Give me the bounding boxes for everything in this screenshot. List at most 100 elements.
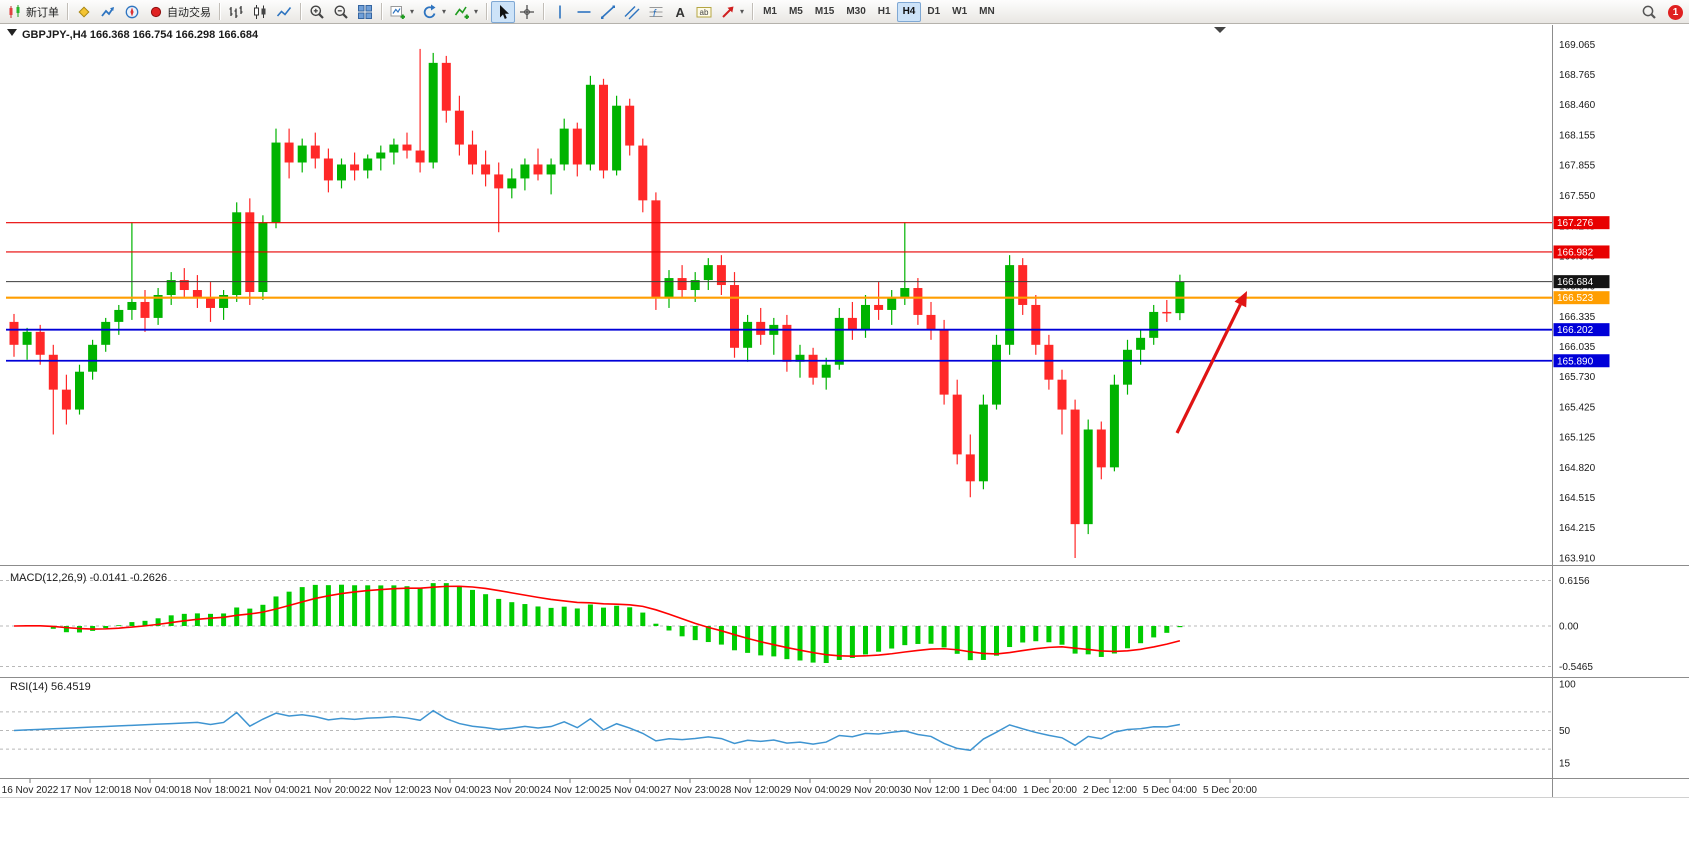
time-axis-label: 29 Nov 20:00 xyxy=(840,785,900,796)
candle xyxy=(703,265,713,281)
tf-w1-button-label: W1 xyxy=(952,6,968,17)
candle xyxy=(978,404,988,482)
candle xyxy=(35,331,45,355)
time-axis-label: 18 Nov 18:00 xyxy=(180,785,240,796)
zoom-in-button[interactable] xyxy=(305,1,329,23)
candle xyxy=(1136,337,1146,350)
new-order-button-label: 新订单 xyxy=(26,6,59,19)
time-axis-label: 1 Dec 04:00 xyxy=(963,785,1017,796)
navigator-button[interactable] xyxy=(120,1,144,23)
price-badge-text: 165.890 xyxy=(1557,356,1594,367)
hline-icon xyxy=(576,4,592,20)
time-axis-label: 18 Nov 04:00 xyxy=(120,785,180,796)
cursor-button[interactable] xyxy=(491,0,516,23)
autotrading-button[interactable]: 自动交易 xyxy=(144,1,215,23)
line-chart-button[interactable] xyxy=(272,1,296,23)
market-watch-icon xyxy=(100,4,116,20)
candle xyxy=(847,317,857,330)
tf-m15-button-label: M15 xyxy=(814,6,835,17)
new-chart-button[interactable]: ▾ xyxy=(386,1,418,23)
crosshair-button[interactable] xyxy=(515,1,539,23)
tf-m5-button[interactable]: M5 xyxy=(783,2,809,22)
autotrading-icon xyxy=(148,4,164,20)
time-axis-label: 21 Nov 20:00 xyxy=(300,785,360,796)
price-badge-166.523 xyxy=(1553,291,1610,305)
tf-d1-button[interactable]: D1 xyxy=(921,2,946,22)
price-badge-text: 167.276 xyxy=(1557,218,1594,229)
time-axis-label: 22 Nov 12:00 xyxy=(360,785,420,796)
time-axis-label: 25 Nov 04:00 xyxy=(600,785,660,796)
text-button[interactable]: A xyxy=(668,1,692,23)
tile-windows-button[interactable] xyxy=(353,1,377,23)
tf-mn-button[interactable]: MN xyxy=(973,2,1001,22)
trendline-button[interactable] xyxy=(596,1,620,23)
macd-scale-label: 0.6156 xyxy=(1559,576,1590,587)
new-order-button[interactable]: 新订单 xyxy=(3,1,63,23)
tf-m30-button[interactable]: M30 xyxy=(840,2,871,22)
vertical-line-button[interactable] xyxy=(548,1,572,23)
candle xyxy=(795,354,805,362)
equidistant-channel-button[interactable] xyxy=(620,1,644,23)
candle xyxy=(965,454,975,482)
candle xyxy=(22,331,32,345)
svg-text:f: f xyxy=(653,8,657,19)
indicators-button[interactable]: ▾ xyxy=(450,1,482,23)
toolbar-separator xyxy=(300,3,301,20)
tf-h1-button[interactable]: H1 xyxy=(872,2,897,22)
tf-m1-button[interactable]: M1 xyxy=(757,2,783,22)
price-axis-label: 166.335 xyxy=(1559,312,1596,323)
tf-mn-button-label: MN xyxy=(979,6,995,17)
toolbar-separator xyxy=(219,3,220,20)
svg-text:A: A xyxy=(676,5,686,20)
tf-w1-button[interactable]: W1 xyxy=(946,2,973,22)
profiles-button[interactable]: ▾ xyxy=(418,1,450,23)
autotrading-button-label: 自动交易 xyxy=(167,6,211,19)
macd-indicator-label: MACD(12,26,9) -0.0141 -0.2626 xyxy=(10,572,168,584)
trend-arrow[interactable] xyxy=(1175,303,1242,434)
tf-h1-button-label: H1 xyxy=(877,6,891,17)
arrows-button[interactable]: ▾ xyxy=(716,1,748,23)
vline-icon xyxy=(552,4,568,20)
tf-m15-button[interactable]: M15 xyxy=(809,2,840,22)
market-watch-button[interactable] xyxy=(96,1,120,23)
tf-h4-button[interactable]: H4 xyxy=(896,1,922,22)
candle xyxy=(337,164,346,181)
price-axis-label: 165.730 xyxy=(1559,372,1596,383)
price-badge-167.276 xyxy=(1553,216,1610,230)
candle xyxy=(1057,379,1067,410)
candle xyxy=(48,354,58,390)
dropdown-caret-icon: ▾ xyxy=(442,7,447,16)
candle xyxy=(271,142,281,223)
candle xyxy=(481,164,491,175)
candle xyxy=(389,144,399,153)
indicators-icon xyxy=(454,4,470,20)
notification-badge[interactable]: 1 xyxy=(1668,4,1683,20)
candle xyxy=(441,62,451,111)
time-axis-label: 21 Nov 04:00 xyxy=(240,785,300,796)
price-badge-166.684 xyxy=(1553,275,1610,289)
cursor-icon xyxy=(495,4,511,20)
zoom-out-button[interactable] xyxy=(329,1,353,23)
candlestick-chart-button[interactable] xyxy=(248,1,272,23)
channel-icon xyxy=(624,4,640,20)
tf-m5-button-label: M5 xyxy=(788,6,803,17)
text-label-button[interactable]: ab xyxy=(692,1,716,23)
search-button[interactable] xyxy=(1637,1,1661,23)
bar-chart-button[interactable] xyxy=(224,1,248,23)
new-chart-icon xyxy=(390,4,406,20)
one-click-trading-toggle[interactable] xyxy=(7,29,17,36)
candle xyxy=(743,321,753,348)
candle xyxy=(861,304,870,330)
toolbar-separator xyxy=(752,3,754,20)
metaeditor-button[interactable] xyxy=(72,1,96,23)
candle xyxy=(546,164,556,175)
horizontal-line-button[interactable] xyxy=(572,1,596,23)
trend-arrow-head[interactable] xyxy=(1234,291,1247,308)
fibonacci-button[interactable]: f xyxy=(644,1,668,23)
candle xyxy=(166,280,176,295)
svg-text:ab: ab xyxy=(700,8,709,17)
metaeditor-icon xyxy=(76,4,92,20)
price-badge-text: 166.684 xyxy=(1557,277,1594,288)
candle xyxy=(756,321,766,335)
